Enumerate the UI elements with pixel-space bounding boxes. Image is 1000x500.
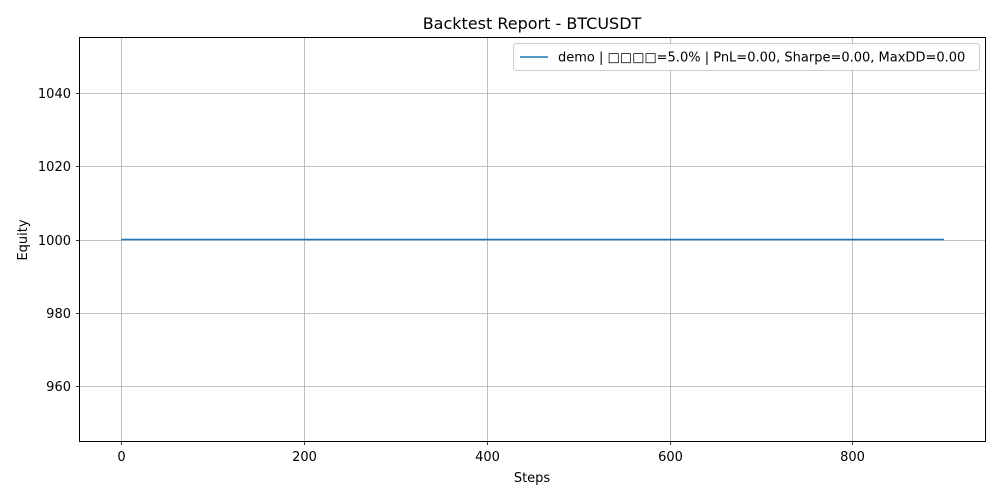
y-tick-label: 980: [46, 307, 71, 322]
y-tick-label: 1020: [38, 160, 71, 175]
plot-frame: [79, 37, 986, 442]
legend: demo | □□□□=5.0% | PnL=0.00, Sharpe=0.00…: [513, 43, 980, 71]
x-tick-label: 600: [658, 450, 683, 465]
legend-entry-label: demo | □□□□=5.0% | PnL=0.00, Sharpe=0.00…: [558, 51, 965, 66]
x-tick-label: 200: [292, 450, 317, 465]
chart-title: Backtest Report - BTCUSDT: [423, 14, 642, 33]
y-axis-label: Equity: [16, 219, 31, 260]
y-tick-label: 1000: [38, 234, 71, 249]
x-tick-label: 800: [840, 450, 865, 465]
y-tick-label: 960: [46, 380, 71, 395]
ticks: 0 200 400 600 800 960 980 1000 1020 1040: [38, 87, 865, 465]
x-axis-label: Steps: [514, 471, 551, 486]
y-tick-label: 1040: [38, 87, 71, 102]
legend-box: [513, 43, 980, 71]
x-tick-label: 400: [475, 450, 500, 465]
x-tick-label: 0: [117, 450, 125, 465]
